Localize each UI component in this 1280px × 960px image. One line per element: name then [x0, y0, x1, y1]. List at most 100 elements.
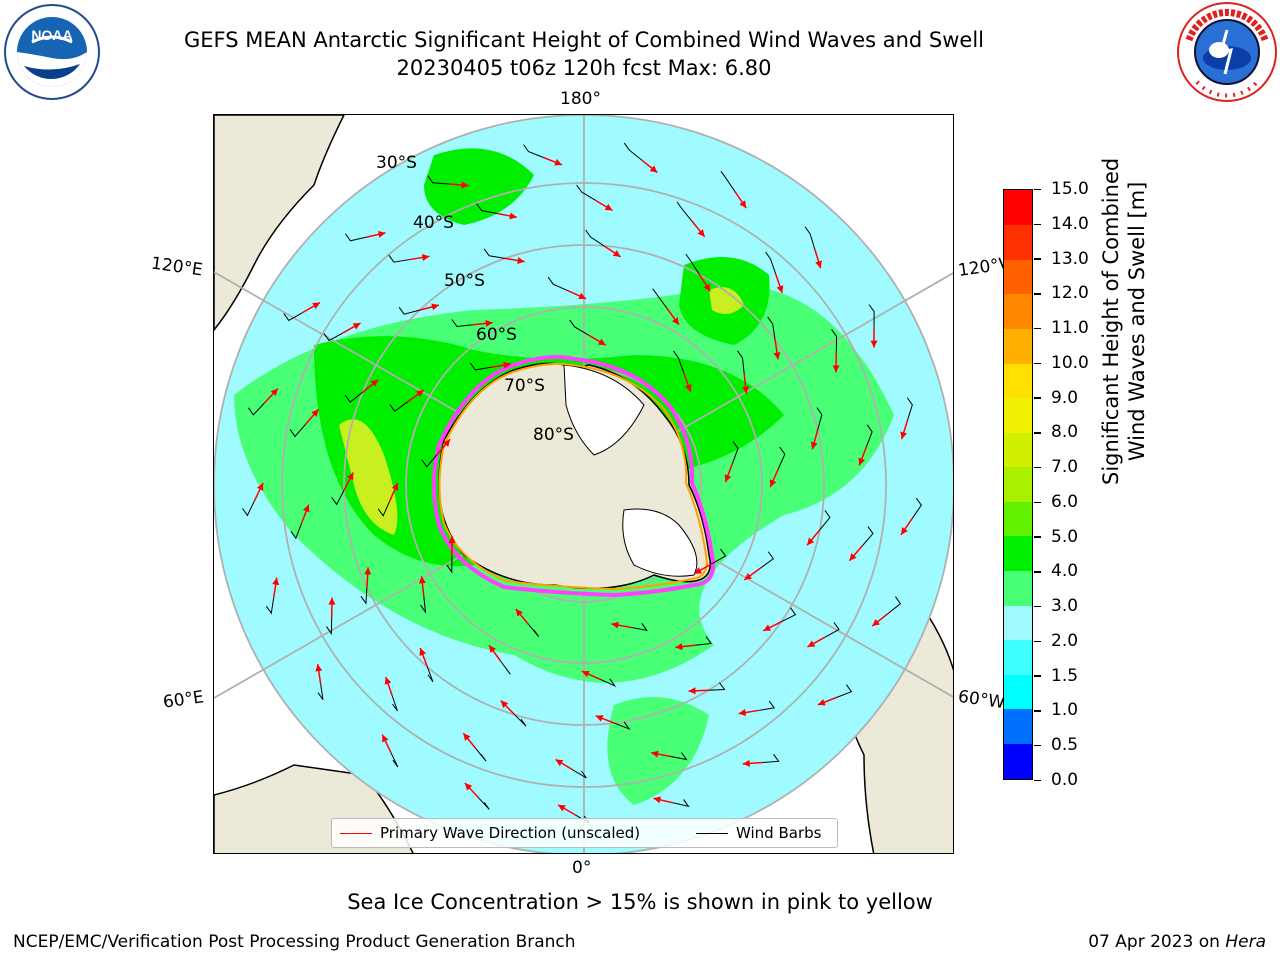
colorbar-tick-label: 7.0 [1034, 459, 1078, 476]
wind-barb [446, 556, 453, 574]
arrow-head [688, 687, 696, 695]
map-svg [214, 115, 953, 853]
colorbar-tick-label: 1.5 [1034, 667, 1078, 685]
arrow-head [694, 567, 703, 574]
arrow-head [272, 577, 280, 586]
arrow-head [604, 203, 613, 211]
colorbar-tick-label: 2.0 [1034, 632, 1078, 650]
arrow-head [416, 390, 424, 398]
arrow-head [832, 365, 840, 373]
wind-barb [390, 752, 399, 768]
colorbar-tick-label: 12.0 [1034, 285, 1089, 302]
arrow-head [391, 482, 399, 491]
lon-label-0: 0° [572, 858, 592, 878]
wind-barb [323, 332, 344, 342]
wind-barb [652, 288, 668, 309]
wind-barb [623, 142, 643, 161]
sea-ice-inner [438, 362, 708, 591]
colorbar-tick-label: 0.0 [1034, 772, 1078, 789]
wind-barb [391, 695, 398, 712]
arrow-head [555, 759, 564, 767]
date-value: 07 Apr 2023 on [1088, 932, 1226, 952]
arrow-head [858, 457, 866, 466]
wind-barb [585, 229, 605, 247]
arrow-head [776, 285, 784, 294]
wind-barb [819, 510, 831, 531]
wave-field-tasman [424, 148, 534, 225]
wind-barb [421, 454, 438, 468]
colorbar-segment [1004, 259, 1032, 295]
wind-barb [911, 497, 922, 519]
arrow-head [649, 165, 658, 173]
arrow-head [742, 386, 750, 394]
lat-label-80s: 80°S [533, 425, 574, 445]
chart-title: GEFS MEAN Antarctic Significant Height o… [0, 26, 1168, 82]
arrow-head [595, 715, 604, 722]
colorbar-segment [1004, 674, 1032, 710]
lon-label-60w: 60°W [956, 686, 1007, 714]
title-line-1: GEFS MEAN Antarctic Significant Height o… [183, 28, 985, 52]
colorbar-segment [1004, 570, 1032, 606]
wind-barb [344, 233, 367, 242]
arrow-head [724, 474, 732, 483]
wind-barb [478, 797, 490, 810]
colorbar-label-line-1: Significant Height of Combined [1099, 157, 1123, 485]
colorbar-tick-label: 9.0 [1034, 389, 1078, 407]
colorbar-segment [1004, 605, 1032, 641]
arrow-head [671, 317, 679, 325]
colorbar-segment [1004, 743, 1032, 779]
wave-peak-pacific [709, 287, 744, 314]
arrow-head [302, 504, 310, 513]
arrow-head [870, 340, 878, 348]
wind-barb [377, 500, 391, 517]
lat-label-30s: 30°S [376, 153, 417, 173]
wind-barb [887, 596, 902, 615]
wind-barb [760, 551, 774, 569]
colorbar-segment [1004, 466, 1032, 502]
arrow-head [872, 618, 880, 627]
arrow-head [807, 537, 815, 546]
arrow-head [509, 212, 517, 220]
nws-logo [1175, 0, 1279, 104]
land-australia [214, 115, 345, 332]
credit-text: NCEP/EMC/Verification Post Processing Pr… [13, 932, 576, 952]
colorbar-tick-label: 13.0 [1034, 250, 1089, 268]
colorbar-segment [1004, 639, 1032, 675]
colorbar-segment [1004, 328, 1032, 364]
wind-barb [599, 678, 617, 688]
colorbar-segment [1004, 397, 1032, 433]
arrow-head [738, 709, 747, 716]
colorbar-tick-label: 4.0 [1034, 563, 1078, 580]
arrow-head [684, 384, 692, 392]
arrow-head [763, 624, 772, 631]
arrow-head [370, 379, 379, 387]
legend-label-wind-barbs: Wind Barbs [736, 824, 822, 842]
arrow-head [900, 527, 908, 535]
wind-barb [360, 587, 368, 605]
wind-barb [737, 350, 745, 374]
arrow-head [270, 388, 278, 396]
wind-barb [326, 617, 333, 636]
wind-barb [836, 684, 853, 698]
wind-barb [572, 769, 587, 779]
wind-barb [514, 714, 527, 727]
wind-barb [824, 622, 840, 638]
arrow-head [346, 472, 354, 481]
arrow-head [461, 181, 469, 189]
arrow-head [382, 734, 389, 743]
wind-barb [569, 319, 589, 336]
colorbar-tick-label: 0.5 [1034, 737, 1078, 754]
wind-barb [816, 407, 823, 431]
arrow-head [581, 670, 590, 678]
arrow-head [651, 750, 659, 758]
arrow-head [653, 796, 662, 804]
colorbar-segment [1004, 708, 1032, 744]
wind-barb [720, 171, 736, 192]
wind-barb [317, 683, 324, 700]
arrow-head [554, 159, 563, 166]
arrow-head [418, 576, 426, 584]
arrow-head [900, 431, 908, 440]
arrow-head [597, 338, 606, 346]
colorbar [1003, 189, 1033, 780]
wind-barb [476, 203, 498, 215]
